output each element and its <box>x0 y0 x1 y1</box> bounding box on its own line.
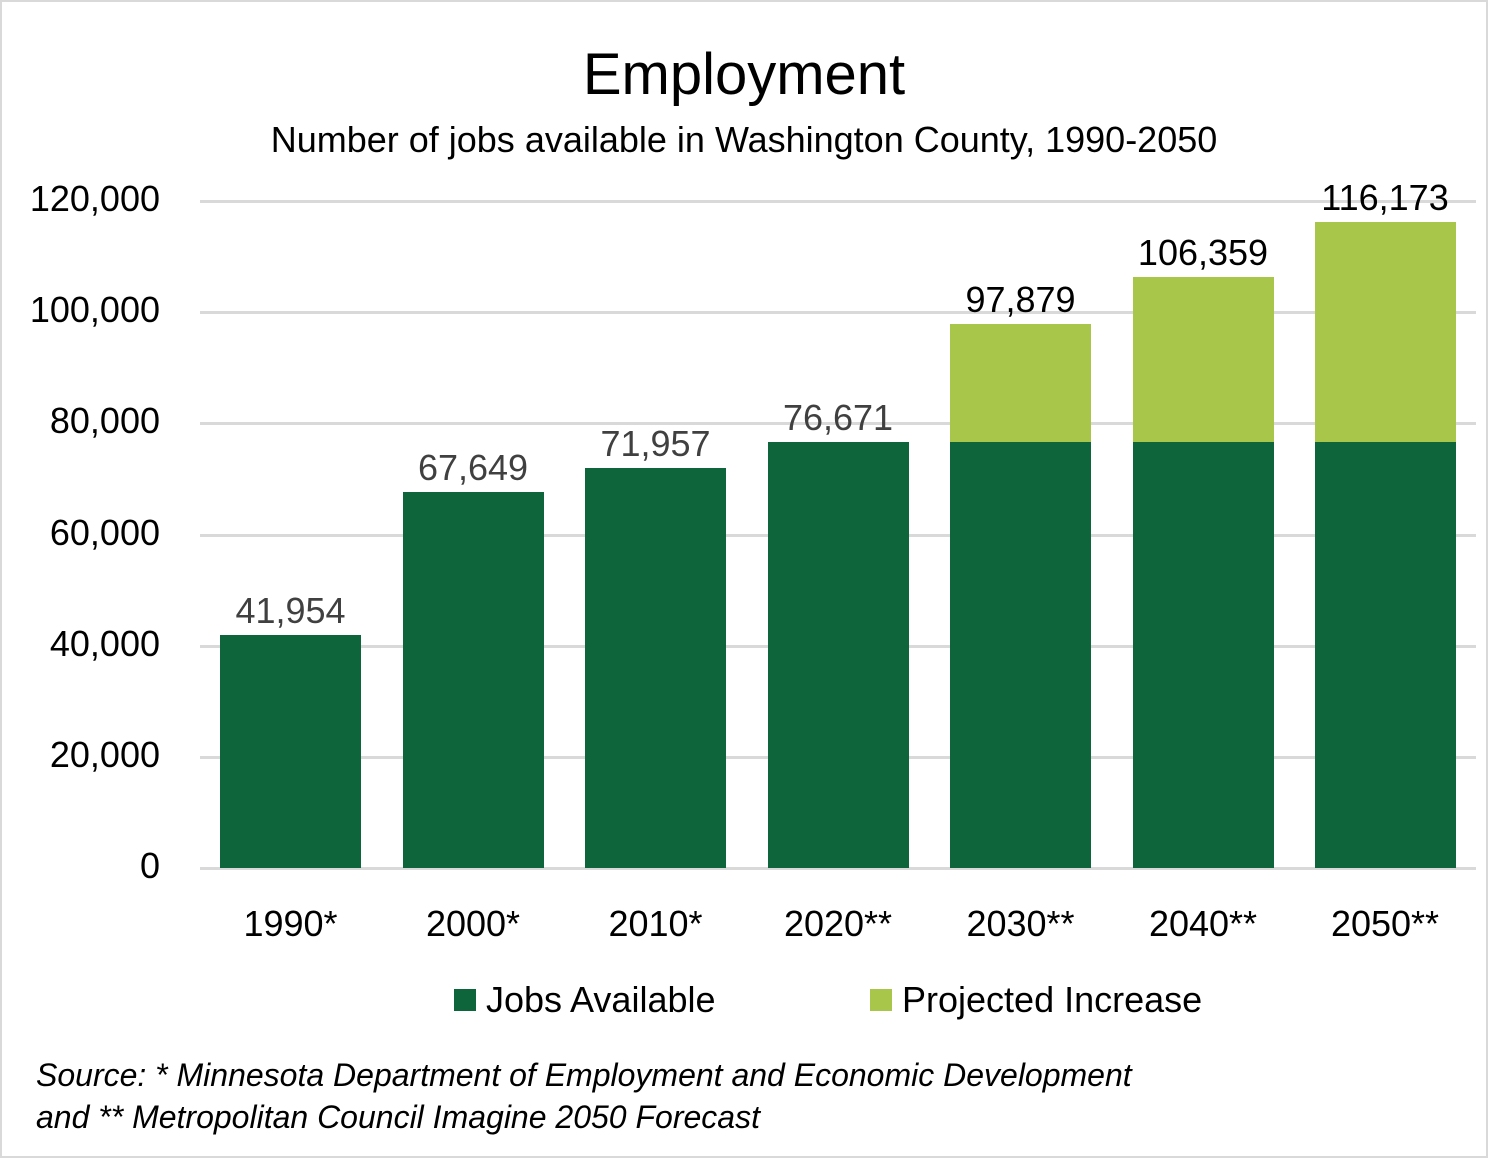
chart-title: Employment <box>582 42 906 107</box>
legend-label-projected-increase: Projected Increase <box>902 979 1203 1020</box>
bar-segment-jobs-available <box>1314 441 1456 868</box>
source-line-2: and ** Metropolitan Council Imagine 2050… <box>36 1099 760 1135</box>
bar-segment-projected-increase <box>950 323 1091 442</box>
data-label: 116,173 <box>1321 177 1449 219</box>
gridline <box>200 867 1476 870</box>
bar-2030 <box>950 323 1091 868</box>
bar-2040 <box>1132 276 1274 868</box>
legend: Jobs Available Projected Increase <box>0 978 1488 1022</box>
x-tick-label: 2030** <box>966 903 1075 944</box>
legend-item-jobs-available: Jobs Available <box>454 978 716 1022</box>
x-tick-label: 2000* <box>425 903 521 944</box>
gridline <box>200 311 1476 315</box>
bar-2010 <box>585 468 726 868</box>
y-tick-label: 80,000 <box>49 400 160 442</box>
gridline <box>200 200 1476 203</box>
bar-2050 <box>1314 222 1456 868</box>
x-tick-label: 2050** <box>1330 903 1440 944</box>
data-label: 71,957 <box>600 423 711 465</box>
bar-segment-jobs-available <box>950 441 1091 868</box>
y-tick-label: 40,000 <box>49 622 160 664</box>
bar-2000 <box>402 491 544 868</box>
bar-segment-projected-increase <box>1314 222 1456 442</box>
data-label: 106,359 <box>1137 231 1269 273</box>
x-tick-label: 2010* <box>608 903 703 944</box>
data-label: 41,954 <box>235 589 346 631</box>
y-tick-label: 60,000 <box>49 511 160 553</box>
y-tick-label: 0 <box>139 845 160 886</box>
x-tick-label: 1990* <box>243 903 338 944</box>
data-label: 76,671 <box>782 396 894 438</box>
bar-2020 <box>767 441 909 868</box>
chart-subtitle: Number of jobs available in Washington C… <box>270 119 1218 160</box>
bar-segment-jobs-available <box>220 634 361 868</box>
x-tick-label: 2020** <box>783 903 893 944</box>
source-note: Source: * Minnesota Department of Employ… <box>36 1054 1132 1138</box>
legend-swatch-jobs-available <box>454 989 476 1011</box>
bar-segment-jobs-available <box>767 441 909 868</box>
bar-segment-jobs-available <box>1132 441 1274 868</box>
y-tick-label: 20,000 <box>49 733 160 775</box>
y-tick-label: 100,000 <box>29 289 160 331</box>
legend-label-jobs-available: Jobs Available <box>486 979 716 1020</box>
legend-item-projected-increase: Projected Increase <box>870 978 1202 1022</box>
legend-swatch-projected-increase <box>870 989 892 1011</box>
bar-1990 <box>220 634 361 868</box>
data-label: 97,879 <box>965 278 1076 320</box>
bar-segment-jobs-available <box>402 491 544 868</box>
y-tick-label: 120,000 <box>29 178 160 219</box>
source-line-1: Source: * Minnesota Department of Employ… <box>36 1057 1132 1093</box>
bar-segment-jobs-available <box>585 468 726 868</box>
gridline <box>200 422 1476 426</box>
x-tick-label: 2040** <box>1148 903 1258 944</box>
bar-segment-projected-increase <box>1132 276 1274 442</box>
data-label: 67,649 <box>417 446 529 488</box>
